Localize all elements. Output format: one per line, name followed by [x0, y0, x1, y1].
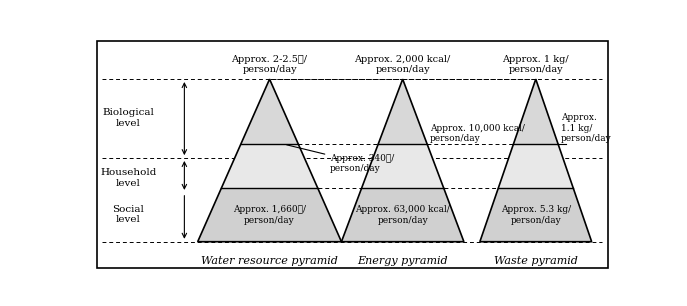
- Polygon shape: [341, 188, 464, 242]
- Text: Biological
level: Biological level: [102, 108, 155, 128]
- Polygon shape: [241, 79, 298, 144]
- Text: Waste pyramid: Waste pyramid: [494, 256, 578, 266]
- Text: Approx. 1,660ℓ/
person/day: Approx. 1,660ℓ/ person/day: [233, 205, 306, 225]
- Text: Energy pyramid: Energy pyramid: [357, 256, 448, 266]
- Text: Approx. 1 kg/
person/day: Approx. 1 kg/ person/day: [502, 55, 569, 74]
- Polygon shape: [378, 79, 427, 144]
- Text: Approx. 2-2.5ℓ/
person/day: Approx. 2-2.5ℓ/ person/day: [232, 55, 308, 74]
- Polygon shape: [361, 144, 444, 188]
- Text: Approx. 63,000 kcal/
person/day: Approx. 63,000 kcal/ person/day: [355, 205, 450, 225]
- Polygon shape: [513, 79, 558, 144]
- Text: Approx. 5.3 kg/
person/day: Approx. 5.3 kg/ person/day: [501, 205, 571, 225]
- Text: Approx. 340ℓ/
person/day: Approx. 340ℓ/ person/day: [286, 145, 394, 173]
- Polygon shape: [498, 144, 573, 188]
- Text: Water resource pyramid: Water resource pyramid: [201, 256, 338, 266]
- Text: Social
level: Social level: [113, 205, 144, 224]
- Polygon shape: [198, 188, 341, 242]
- Text: Household
level: Household level: [100, 168, 157, 188]
- Polygon shape: [221, 144, 317, 188]
- Polygon shape: [480, 188, 592, 242]
- Text: Approx. 10,000 kcal/
person/day: Approx. 10,000 kcal/ person/day: [430, 124, 525, 143]
- Text: Approx. 2,000 kcal/
person/day: Approx. 2,000 kcal/ person/day: [354, 55, 451, 74]
- Text: Approx.
1.1 kg/
person/day: Approx. 1.1 kg/ person/day: [561, 113, 611, 143]
